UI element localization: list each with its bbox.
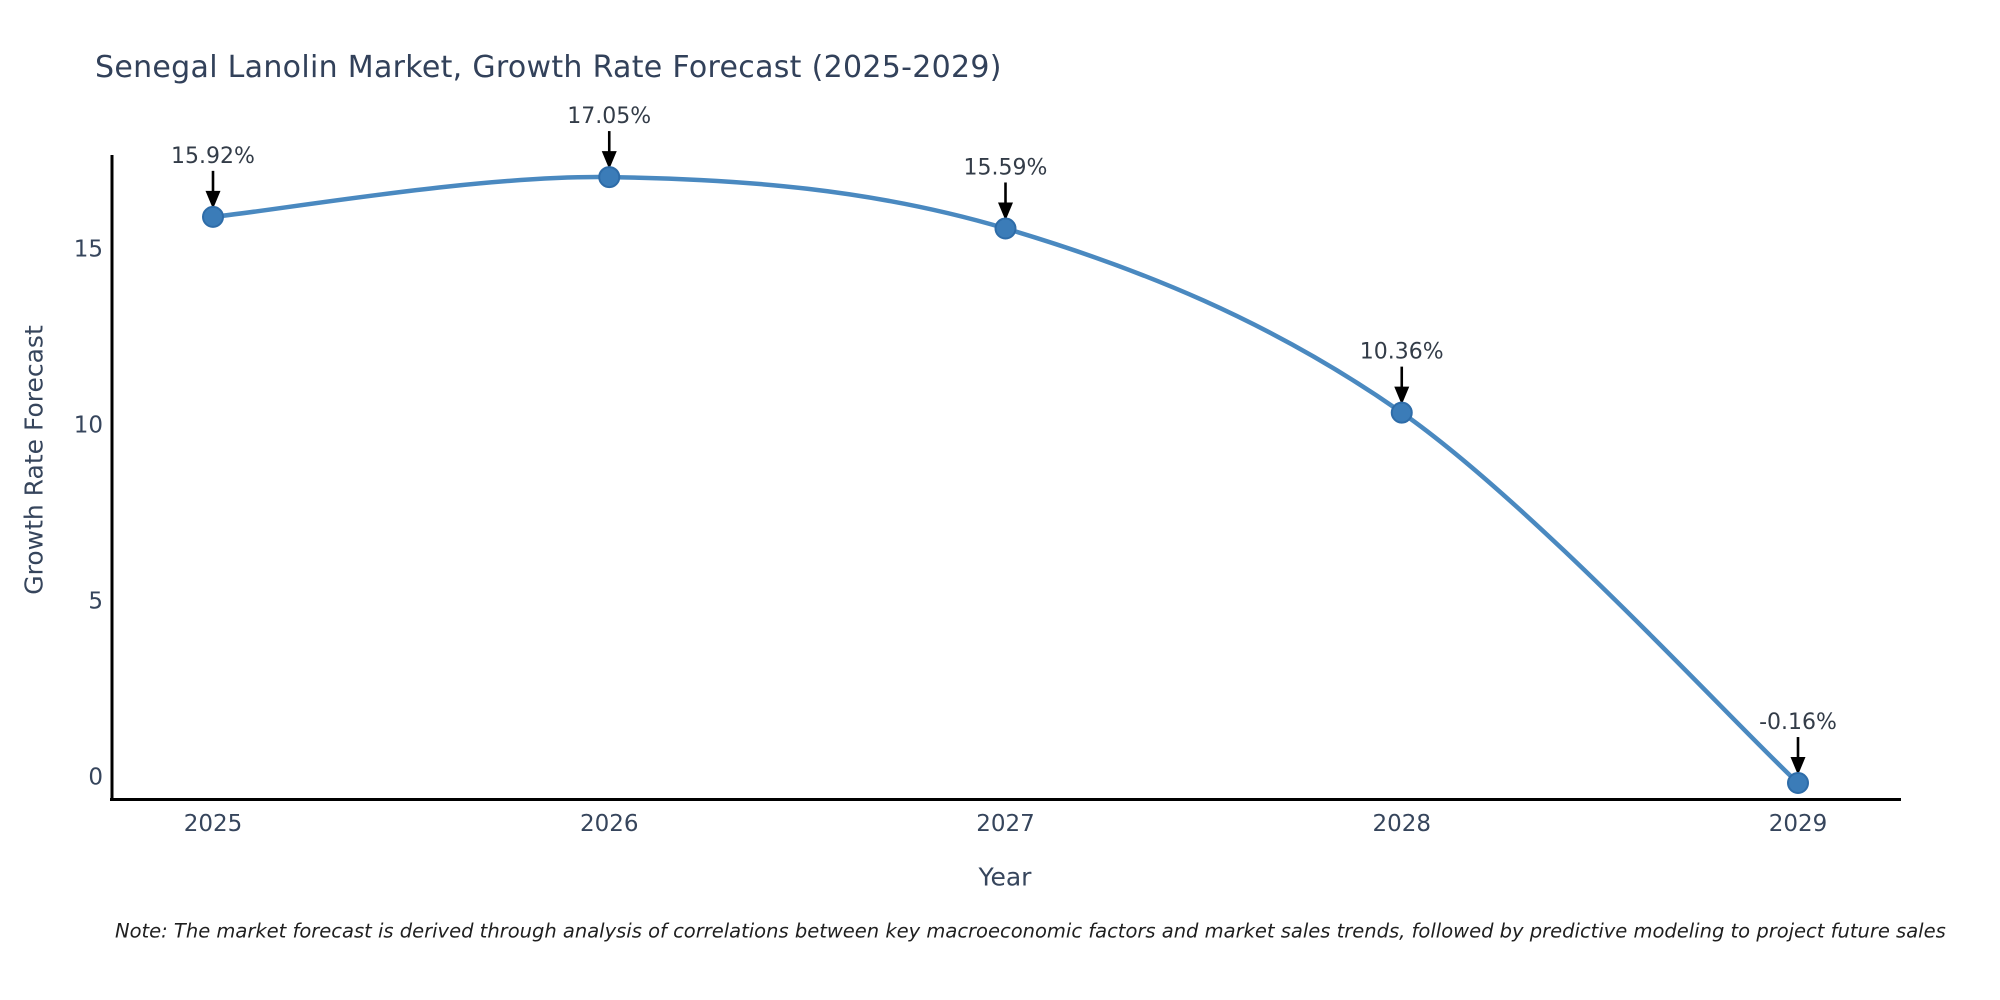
data-point-label-2029: -0.16%: [1759, 710, 1837, 735]
y-tick-label-0: 0: [88, 764, 103, 790]
y-tick-label-10: 10: [74, 412, 103, 438]
annotation-arrowhead-2026: [601, 151, 617, 170]
forecast-line: [210, 174, 1801, 786]
x-tick-label-2028: 2028: [1372, 811, 1431, 837]
x-tick-label-2027: 2027: [976, 811, 1035, 837]
footnote: Note: The market forecast is derived thr…: [115, 919, 1946, 943]
x-tick-label-2025: 2025: [184, 811, 243, 837]
data-point-2025: [202, 205, 224, 228]
data-point-2029: [1787, 772, 1809, 795]
data-point-label-2027: 15.59%: [964, 155, 1048, 180]
data-point-label-2028: 10.36%: [1360, 340, 1444, 365]
annotation-arrowhead-2025: [205, 190, 221, 209]
x-tick-label-2029: 2029: [1769, 811, 1828, 837]
annotation-arrowhead-2029: [1790, 757, 1806, 776]
data-point-2028: [1390, 401, 1413, 424]
data-point-2026: [598, 166, 621, 189]
y-tick-label-15: 15: [74, 236, 103, 262]
data-point-2027: [994, 217, 1017, 240]
x-axis-title: Year: [978, 862, 1032, 892]
data-point-label-2026: 17.05%: [567, 104, 651, 129]
annotation-arrowhead-2027: [998, 202, 1013, 221]
chart-title: Senegal Lanolin Market, Growth Rate Fore…: [95, 50, 1002, 85]
annotation-arrowhead-2028: [1394, 386, 1410, 405]
x-tick-label-2026: 2026: [580, 811, 639, 837]
y-tick-label-5: 5: [88, 588, 103, 614]
data-point-label-2025: 15.92%: [171, 144, 255, 169]
